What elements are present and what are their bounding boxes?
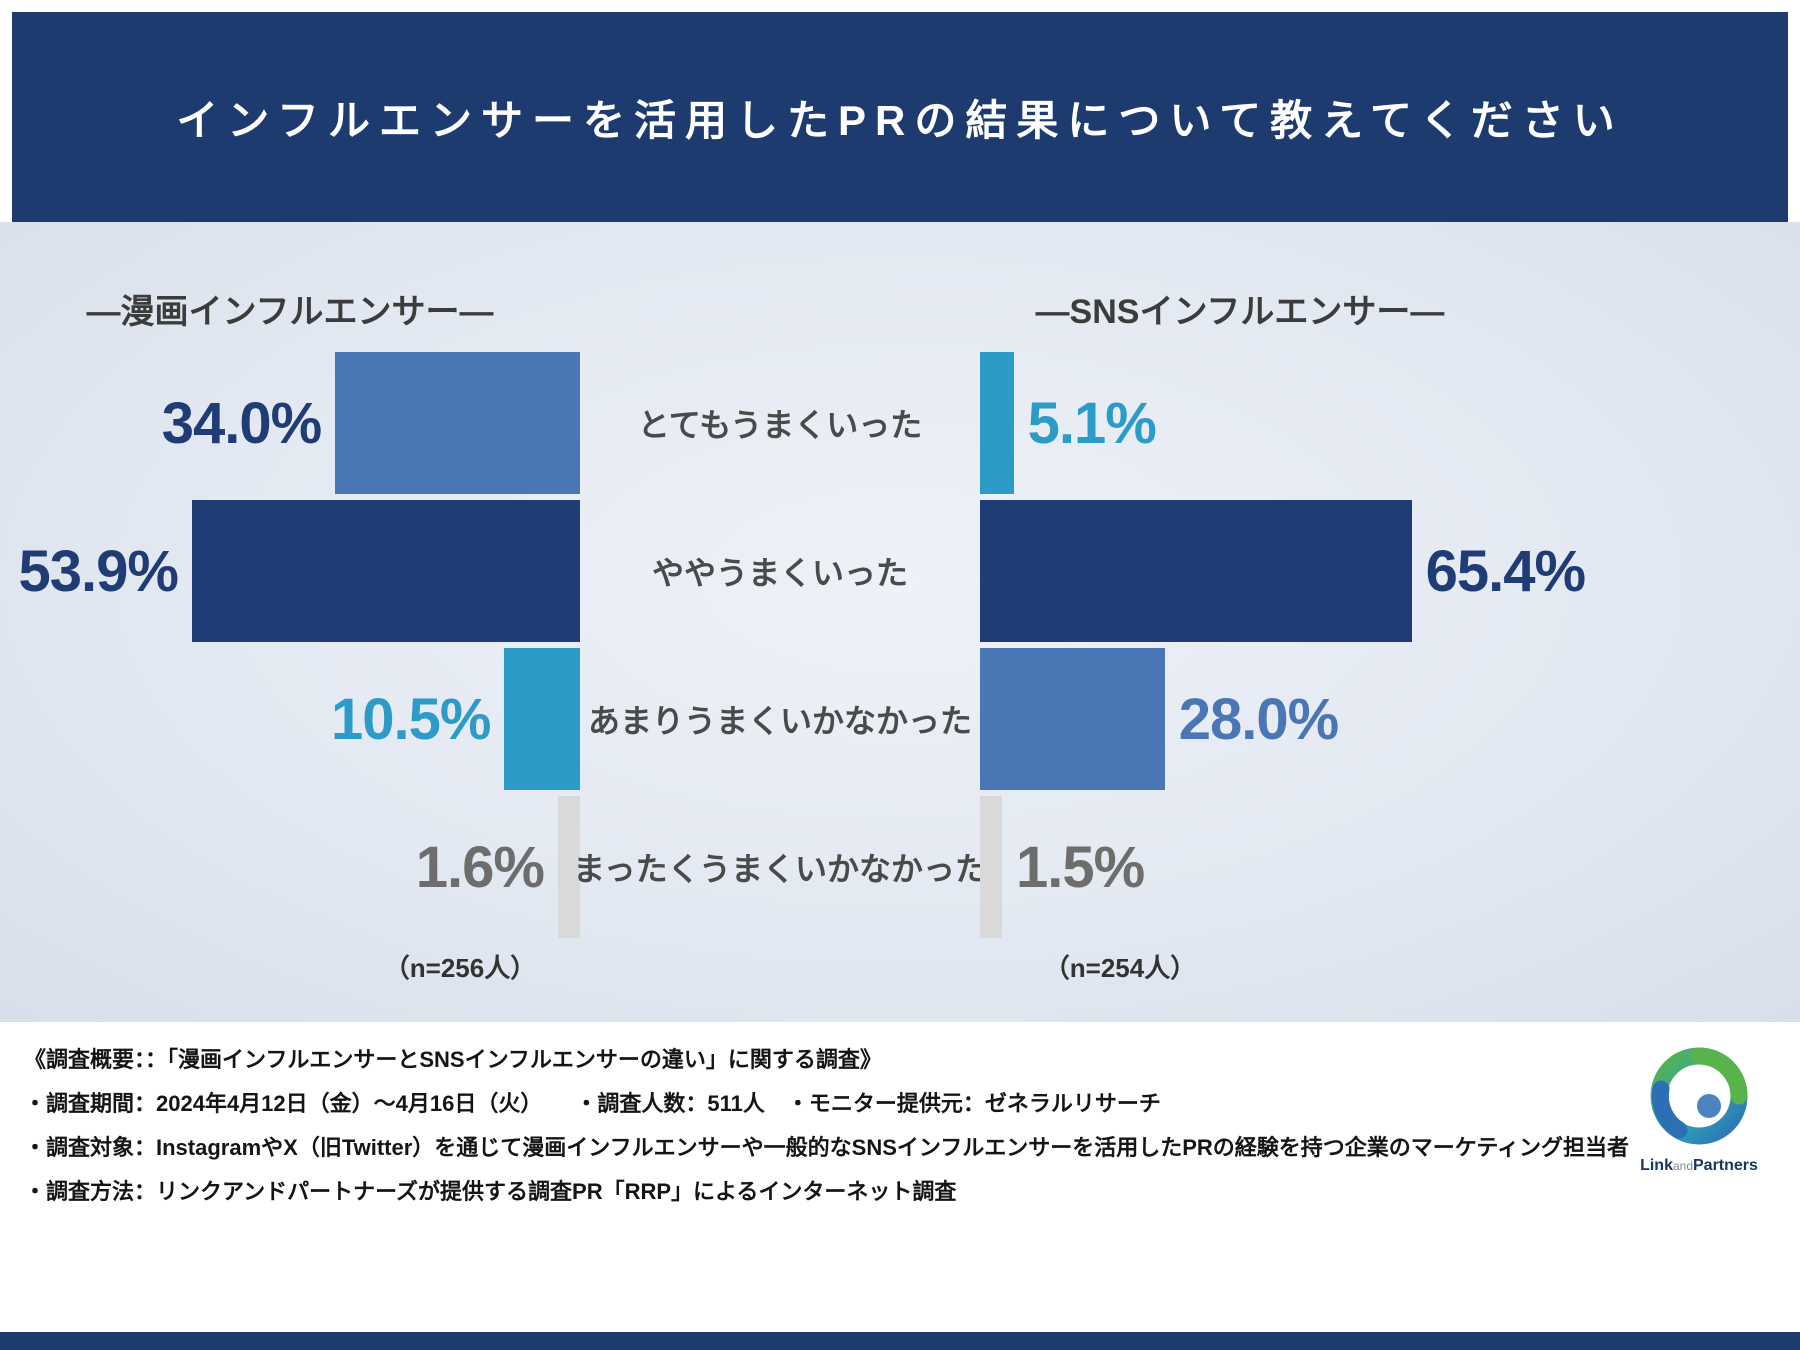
survey-method-line: ・調査方法：リンクアンドパートナーズが提供する調査PR「RRP」によるインターネ… xyxy=(24,1179,957,1204)
left-value-label: 34.0% xyxy=(161,390,322,456)
logo-word-partners: Partners xyxy=(1693,1157,1758,1174)
survey-overview-line: 《調査概要：：「漫画インフルエンサーとSNSインフルエンサーの違い」に関する調査… xyxy=(24,1047,882,1072)
category-label: あまりうまくいかなかった xyxy=(587,703,972,739)
left-value-label: 10.5% xyxy=(330,686,491,752)
left-bar xyxy=(558,796,580,938)
right-bar-cell: 65.4% xyxy=(980,500,1800,642)
left-bar-cell: 34.0% xyxy=(0,352,580,494)
left-bar-cell: 1.6% xyxy=(0,796,580,938)
left-sample-size: （n=256人） xyxy=(383,953,537,983)
category-cell: あまりうまくいかなかった xyxy=(580,648,980,790)
header: インフルエンサーを活用したPRの結果について教えてください xyxy=(12,12,1788,222)
left-bar-cell: 10.5% xyxy=(0,648,580,790)
bar-row: 34.0% とてもうまくいった 5.1% xyxy=(0,352,1800,494)
left-bar-cell: 53.9% xyxy=(0,500,580,642)
category-label: まったくうまくいかなかった xyxy=(572,851,988,887)
left-bar xyxy=(335,352,580,494)
right-bar-cell: 28.0% xyxy=(980,648,1800,790)
right-bar xyxy=(980,500,1412,642)
chart-area: ―漫画インフルエンサー― ―SNSインフルエンサー― 34.0% とてもうまくいっ… xyxy=(0,222,1800,1022)
company-logo: LinkandPartners xyxy=(1624,1044,1774,1175)
left-bar xyxy=(504,648,580,790)
right-value-label: 5.1% xyxy=(1027,390,1157,456)
right-value-label: 28.0% xyxy=(1178,686,1339,752)
left-value-label: 1.6% xyxy=(415,834,545,900)
category-label: とてもうまくいった xyxy=(637,407,923,443)
right-bar xyxy=(980,796,1002,938)
bottom-accent-bar xyxy=(0,1332,1800,1350)
bar-row: 53.9% ややうまくいった 65.4% xyxy=(0,500,1800,642)
right-bar xyxy=(980,352,1014,494)
category-label: ややうまくいった xyxy=(651,555,908,591)
category-cell: まったくうまくいかなかった xyxy=(573,796,987,938)
left-value-label: 53.9% xyxy=(18,538,178,604)
right-bar xyxy=(980,648,1165,790)
bar-row: 1.6% まったくうまくいかなかった 1.5% xyxy=(0,796,1800,938)
right-value-label: 1.5% xyxy=(1016,834,1145,900)
page-title: インフルエンサーを活用したPRの結果について教えてください xyxy=(176,96,1624,144)
survey-target-line: ・調査対象：InstagramやX（旧Twitter）を通じて漫画インフルエンサ… xyxy=(24,1135,1630,1160)
survey-notes: 《調査概要：：「漫画インフルエンサーとSNSインフルエンサーの違い」に関する調査… xyxy=(0,1022,1800,1332)
right-bar-cell: 1.5% xyxy=(980,796,1800,938)
left-bar xyxy=(191,500,580,642)
right-value-label: 65.4% xyxy=(1425,538,1586,604)
right-bar-cell: 5.1% xyxy=(980,352,1800,494)
logo-word-link: Link xyxy=(1640,1157,1673,1174)
right-chart-title: ―SNSインフルエンサー― xyxy=(1035,293,1445,331)
bar-row: 10.5% あまりうまくいかなかった 28.0% xyxy=(0,648,1800,790)
logo-word-and: and xyxy=(1672,1159,1693,1173)
category-cell: とてもうまくいった xyxy=(580,352,980,494)
logo-swirl-icon xyxy=(1650,1047,1748,1145)
bar-rows: 34.0% とてもうまくいった 5.1% 53.9% ややうまくいった 65.4% 10.5… xyxy=(0,352,1800,938)
left-chart-title: ―漫画インフルエンサー― xyxy=(86,293,494,331)
category-cell: ややうまくいった xyxy=(580,500,980,642)
survey-period-line: ・調査期間：2024年4月12日（金）～4月16日（火） ・調査人数：511人 … xyxy=(24,1091,1161,1116)
right-sample-size: （n=254人） xyxy=(1043,953,1197,983)
logo-wordmark: LinkandPartners xyxy=(1624,1157,1774,1175)
